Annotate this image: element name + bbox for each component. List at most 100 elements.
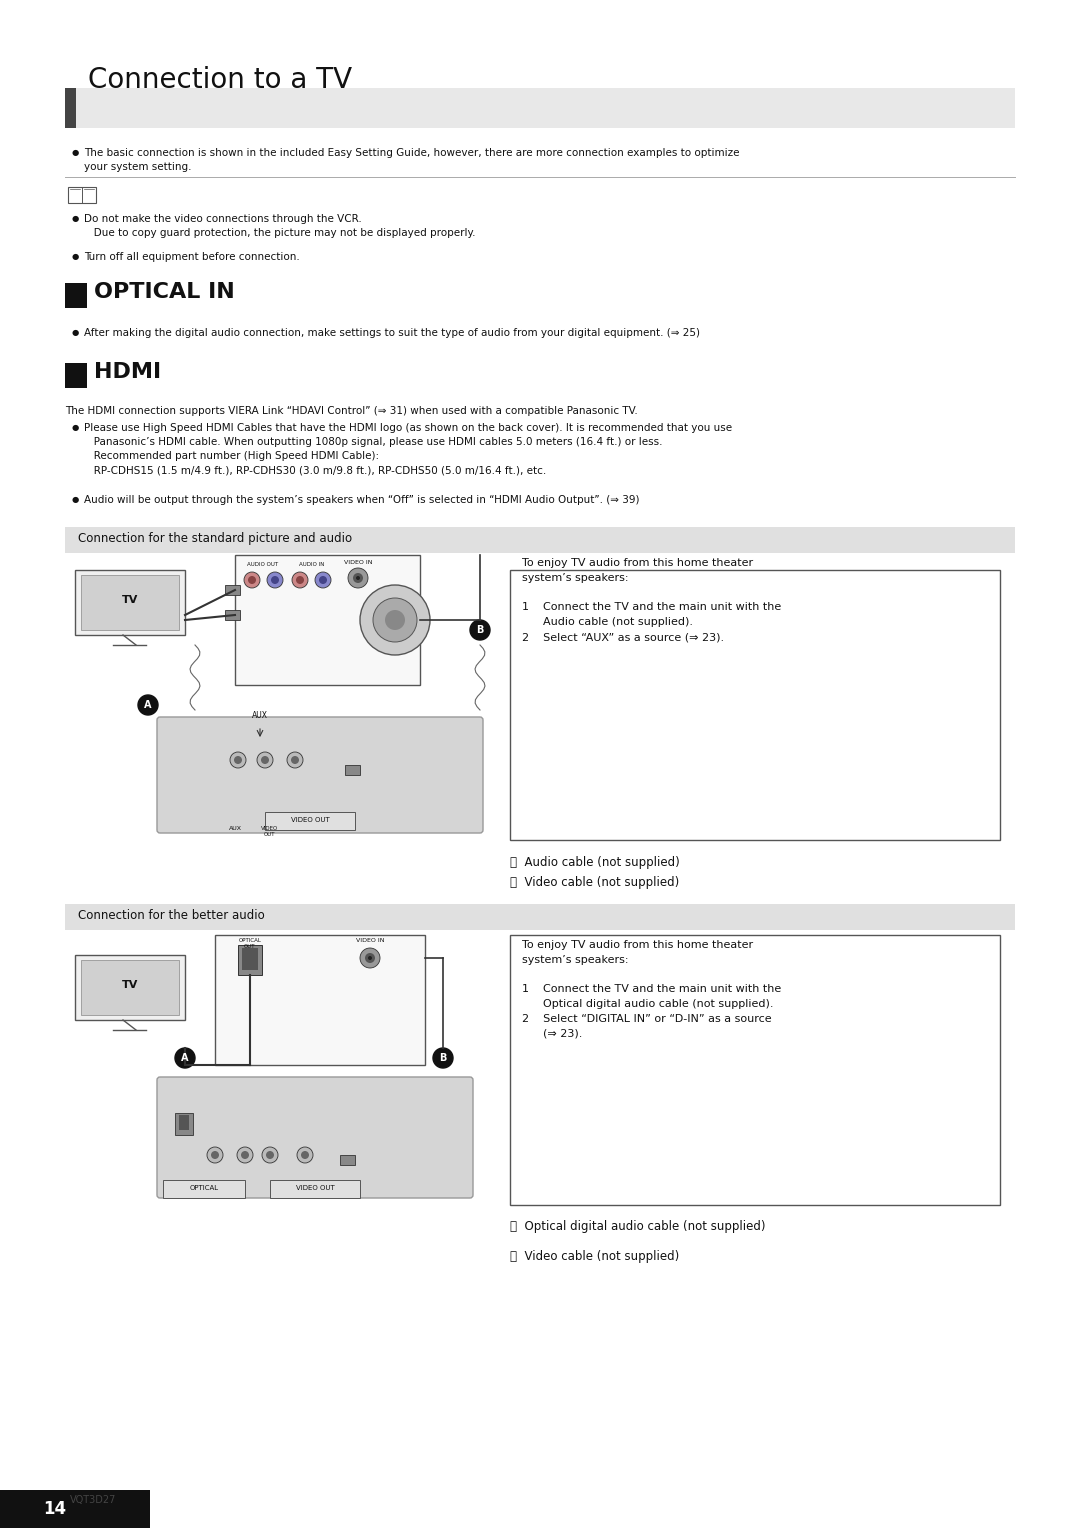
Circle shape xyxy=(207,1148,222,1163)
Circle shape xyxy=(365,953,375,963)
Circle shape xyxy=(384,610,405,630)
Circle shape xyxy=(315,571,330,588)
Text: A: A xyxy=(145,700,152,711)
Text: AUDIO OUT: AUDIO OUT xyxy=(247,562,279,567)
Bar xyxy=(265,811,355,830)
Bar xyxy=(340,1155,355,1164)
Bar xyxy=(75,570,185,636)
Text: Ⓐ  Optical digital audio cable (not supplied): Ⓐ Optical digital audio cable (not suppl… xyxy=(510,1219,766,1233)
Circle shape xyxy=(356,576,360,581)
Bar xyxy=(179,1115,189,1131)
Text: After making the digital audio connection, make settings to suit the type of aud: After making the digital audio connectio… xyxy=(84,329,700,338)
Bar xyxy=(65,905,1015,931)
Bar xyxy=(65,364,87,388)
Bar xyxy=(163,1180,245,1198)
Text: Ⓐ  Audio cable (not supplied): Ⓐ Audio cable (not supplied) xyxy=(510,856,679,869)
Text: VQT3D27: VQT3D27 xyxy=(70,1494,117,1505)
Text: Audio will be output through the system’s speakers when “Off” is selected in “HD: Audio will be output through the system’… xyxy=(84,495,639,504)
Circle shape xyxy=(373,597,417,642)
Circle shape xyxy=(244,571,260,588)
Bar xyxy=(65,283,87,309)
Bar xyxy=(225,610,240,620)
Circle shape xyxy=(234,756,242,764)
Circle shape xyxy=(287,752,303,769)
Circle shape xyxy=(248,576,256,584)
Bar xyxy=(175,1112,193,1135)
Circle shape xyxy=(257,752,273,769)
Bar xyxy=(215,935,426,1065)
FancyBboxPatch shape xyxy=(157,1077,473,1198)
Text: Ⓑ  Video cable (not supplied): Ⓑ Video cable (not supplied) xyxy=(510,1250,679,1264)
Text: VIDEO IN: VIDEO IN xyxy=(343,559,373,565)
Text: To enjoy TV audio from this home theater
system’s speakers:

1    Connect the TV: To enjoy TV audio from this home theater… xyxy=(522,940,781,1039)
Circle shape xyxy=(319,576,327,584)
Bar xyxy=(0,1490,150,1528)
Circle shape xyxy=(296,576,303,584)
Text: TV: TV xyxy=(122,979,138,990)
Bar xyxy=(81,575,179,630)
Circle shape xyxy=(211,1151,219,1160)
Circle shape xyxy=(470,620,490,640)
Circle shape xyxy=(348,568,368,588)
Text: TV: TV xyxy=(122,594,138,605)
Circle shape xyxy=(237,1148,253,1163)
Circle shape xyxy=(175,1048,195,1068)
Bar xyxy=(345,766,360,775)
Circle shape xyxy=(360,947,380,969)
Text: OPTICAL IN: OPTICAL IN xyxy=(94,283,234,303)
Bar xyxy=(65,89,1015,128)
Bar xyxy=(242,947,258,970)
Text: 14: 14 xyxy=(43,1500,67,1517)
Circle shape xyxy=(301,1151,309,1160)
Text: The basic connection is shown in the included Easy Setting Guide, however, there: The basic connection is shown in the inc… xyxy=(84,148,740,173)
Circle shape xyxy=(297,1148,313,1163)
Bar xyxy=(510,570,1000,840)
Circle shape xyxy=(292,571,308,588)
Text: AUX: AUX xyxy=(229,827,242,831)
Text: OPTICAL
OUT: OPTICAL OUT xyxy=(239,938,261,949)
Text: AUDIO IN: AUDIO IN xyxy=(299,562,325,567)
Text: B: B xyxy=(440,1053,447,1063)
Text: VIDEO OUT: VIDEO OUT xyxy=(296,1186,335,1190)
Text: Please use High Speed HDMI Cables that have the HDMI logo (as shown on the back : Please use High Speed HDMI Cables that h… xyxy=(84,423,732,475)
Bar xyxy=(510,935,1000,1206)
Text: Connection for the standard picture and audio: Connection for the standard picture and … xyxy=(78,532,352,544)
Text: ●: ● xyxy=(72,252,79,261)
Text: Ⓑ  Video cable (not supplied): Ⓑ Video cable (not supplied) xyxy=(510,876,679,889)
Bar xyxy=(225,585,240,594)
Circle shape xyxy=(267,571,283,588)
Text: HDMI: HDMI xyxy=(94,362,161,382)
Circle shape xyxy=(291,756,299,764)
Text: To enjoy TV audio from this home theater
system’s speakers:

1    Connect the TV: To enjoy TV audio from this home theater… xyxy=(522,558,781,642)
Text: ●: ● xyxy=(72,214,79,223)
Text: Connection to a TV: Connection to a TV xyxy=(87,66,352,95)
Text: VIDEO OUT: VIDEO OUT xyxy=(291,817,329,824)
Text: ●: ● xyxy=(72,423,79,432)
Circle shape xyxy=(266,1151,274,1160)
Text: Do not make the video connections through the VCR.
   Due to copy guard protecti: Do not make the video connections throug… xyxy=(84,214,475,238)
Text: ●: ● xyxy=(72,495,79,504)
Circle shape xyxy=(353,573,363,584)
Circle shape xyxy=(433,1048,453,1068)
Bar xyxy=(68,186,96,203)
Circle shape xyxy=(368,957,372,960)
Text: The HDMI connection supports VIERA Link “HDAVI Control” (⇒ 31) when used with a : The HDMI connection supports VIERA Link … xyxy=(65,406,638,416)
Bar xyxy=(238,944,262,975)
Circle shape xyxy=(138,695,158,715)
FancyBboxPatch shape xyxy=(157,717,483,833)
Text: B: B xyxy=(476,625,484,636)
Bar xyxy=(65,89,76,128)
Circle shape xyxy=(262,1148,278,1163)
Text: VIDEO IN: VIDEO IN xyxy=(355,938,384,943)
Text: ●: ● xyxy=(72,329,79,338)
Circle shape xyxy=(271,576,279,584)
Text: VIDEO
OUT: VIDEO OUT xyxy=(261,827,279,837)
Text: Turn off all equipment before connection.: Turn off all equipment before connection… xyxy=(84,252,300,261)
Text: OPTICAL: OPTICAL xyxy=(189,1186,218,1190)
Circle shape xyxy=(241,1151,249,1160)
Bar xyxy=(75,955,185,1021)
Text: A: A xyxy=(181,1053,189,1063)
Text: Connection for the better audio: Connection for the better audio xyxy=(78,909,265,921)
Circle shape xyxy=(230,752,246,769)
Bar xyxy=(235,555,420,685)
